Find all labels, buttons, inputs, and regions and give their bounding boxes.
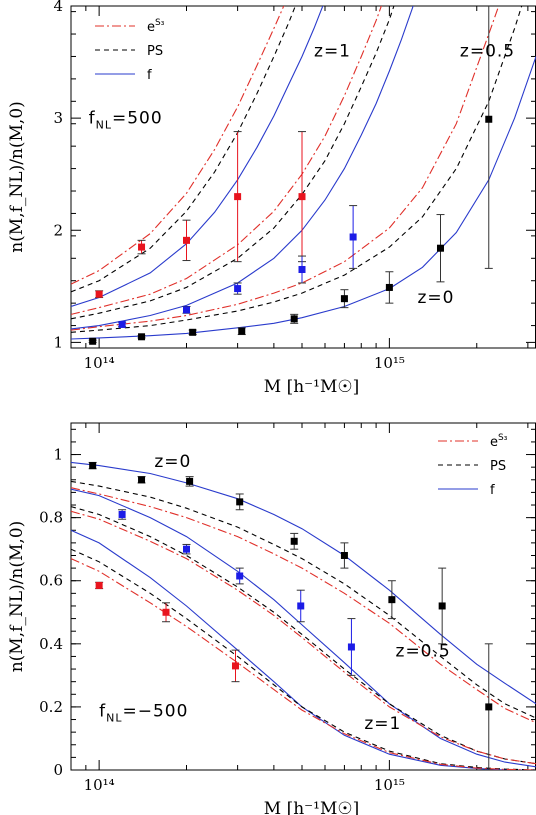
annotation-rest: =−500 (122, 701, 188, 721)
series-line (71, 6, 296, 293)
series-line (71, 6, 285, 285)
legend-label: PS (147, 44, 163, 59)
series-line (71, 548, 536, 770)
y-tick-label: 1 (53, 333, 63, 351)
annotation: z=0.5 (460, 41, 515, 61)
data-point (118, 320, 126, 328)
series-line (71, 510, 536, 765)
series-line (71, 6, 414, 330)
y-tick-label: 0.6 (39, 572, 63, 590)
data-point (236, 498, 244, 506)
data-point (234, 193, 242, 201)
data-point (438, 602, 446, 610)
data-point (95, 581, 103, 589)
y-tick-label: 0.4 (39, 635, 63, 653)
x-tick-label: 10¹⁵ (374, 354, 405, 372)
data-point (290, 537, 298, 545)
data-point (89, 462, 97, 470)
series-line (71, 529, 536, 770)
y-tick-label: 0.8 (39, 509, 63, 527)
y-axis-label: n(M,f_NL)/n(M,0) (7, 101, 27, 253)
series-line (71, 558, 536, 770)
y-tick-label: 1 (53, 446, 63, 464)
panel-bottom: 0 0.2 0.4 0.6 0.8 1 10¹⁴ 10¹⁵ M [h⁻¹M☉] n(M,f_NL)… (7, 422, 536, 815)
series-line (71, 480, 536, 719)
data-point (436, 244, 444, 252)
y-tick-label: 3 (53, 109, 63, 127)
data-point (189, 328, 197, 336)
data-point (485, 703, 493, 711)
x-axis-label: M [h⁻¹M☉] (264, 799, 359, 815)
data-point (118, 510, 126, 518)
data-point (349, 233, 357, 241)
panel-top: 1 2 3 4 10¹⁴ 10¹⁵ M [h⁻¹M☉] n(M,f_NL)/n(M,0) eS₃… (7, 0, 536, 397)
series-line (71, 6, 523, 333)
annotation: z=1 (314, 41, 351, 61)
data-point (388, 596, 396, 604)
data-point (298, 266, 306, 274)
data-point (298, 193, 306, 201)
series-line (71, 6, 382, 315)
annotation-sub: NL (96, 119, 112, 132)
annotation-rest: =500 (112, 109, 163, 129)
data-point (234, 285, 242, 293)
data-point (183, 306, 191, 314)
y-tick-label: 4 (53, 0, 63, 15)
data-point (183, 545, 191, 553)
data-point (186, 477, 194, 485)
data-point (138, 243, 146, 251)
x-tick-label: 10¹⁵ (374, 776, 405, 794)
legend-label: eS₃ (147, 18, 165, 35)
data-point (485, 115, 493, 123)
data-point (89, 337, 97, 345)
data-point (340, 295, 348, 303)
annotation: z=0 (418, 288, 455, 308)
data-point (340, 551, 348, 559)
data-point (385, 283, 393, 291)
y-tick-label: 0 (53, 761, 63, 779)
y-axis-label: n(M,f_NL)/n(M,0) (7, 521, 27, 673)
series-line (71, 6, 324, 308)
data-point (231, 662, 239, 670)
curves (71, 461, 536, 770)
data-point (162, 608, 170, 616)
series-line (71, 461, 536, 705)
series-line (71, 6, 395, 320)
y-tick-label: 2 (53, 221, 63, 239)
data-point (297, 602, 305, 610)
x-tick-label: 10¹⁴ (84, 354, 115, 372)
x-tick-label: 10¹⁴ (84, 776, 115, 794)
legend-label: f (490, 483, 495, 498)
annotation-sub: NL (106, 711, 122, 724)
data-point (347, 643, 355, 651)
data-point (95, 290, 103, 298)
legend-label-sup: S₃ (498, 433, 508, 443)
series-line (71, 488, 536, 768)
series-line (71, 506, 536, 765)
series-line (71, 6, 500, 331)
data-point (138, 333, 146, 341)
annotation: fNL=−500 (99, 701, 188, 724)
legend-label: f (147, 68, 152, 83)
legend-label-sup: S₃ (155, 18, 165, 28)
data-point (138, 476, 146, 484)
legend-label: PS (490, 459, 506, 474)
annotation: z=0.5 (396, 641, 451, 661)
data-point (290, 315, 298, 323)
data-point (183, 236, 191, 244)
series-line (71, 56, 536, 340)
annotation: z=1 (364, 714, 401, 734)
series-line (71, 487, 536, 724)
data-point (238, 327, 246, 335)
annotation: z=0 (154, 452, 191, 472)
annotation: fNL=500 (89, 109, 163, 132)
legend-label: eS₃ (490, 433, 508, 450)
data-point (236, 572, 244, 580)
x-axis-label: M [h⁻¹M☉] (264, 377, 359, 397)
curves (71, 6, 536, 345)
y-tick-label: 0.2 (39, 698, 63, 716)
